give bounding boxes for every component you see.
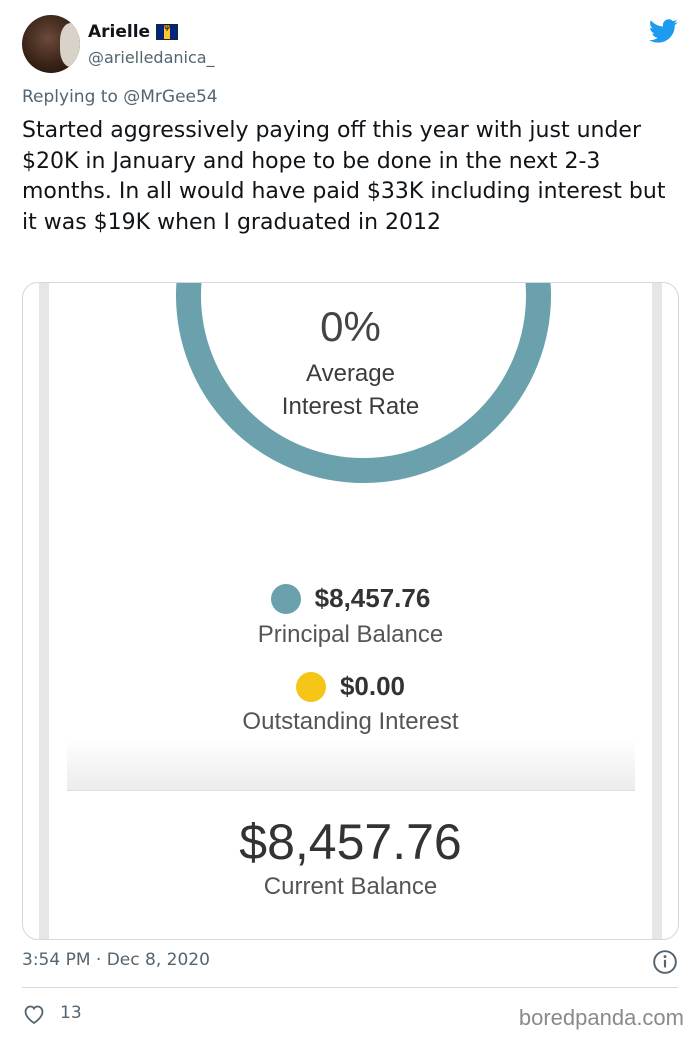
like-count[interactable]: 13: [60, 1003, 82, 1023]
image-left-edge: [39, 283, 49, 939]
interest-amount: $0.00: [339, 671, 406, 701]
divider-band: [67, 738, 635, 791]
principal-dot-icon: [270, 583, 301, 614]
author-display-name[interactable]: Arielle: [88, 22, 151, 42]
author-avatar[interactable]: [22, 15, 80, 73]
principal-row: $8,457.76: [23, 583, 678, 614]
interest-rate-value: 0%: [320, 303, 381, 350]
barbados-flag-icon: [156, 22, 179, 40]
heart-icon[interactable]: [22, 1003, 46, 1025]
image-right-edge: [652, 283, 662, 939]
tweet-text: Started aggressively paying off this yea…: [22, 118, 666, 235]
interest-rate-label-line1: Average: [306, 360, 395, 387]
watermark: boredpanda.com: [518, 1005, 684, 1030]
interest-label: Outstanding Interest: [242, 708, 459, 735]
interest-row: $0.00: [23, 671, 678, 702]
tweet-timestamp[interactable]: 3:54 PM · Dec 8, 2020: [22, 950, 210, 970]
author-handle[interactable]: @arielledanica_: [88, 48, 215, 67]
current-balance-amount: $8,457.76: [239, 814, 462, 870]
info-icon[interactable]: [652, 949, 678, 975]
attached-image[interactable]: 0% Average Interest Rate $8,457.76 Princ…: [22, 282, 679, 940]
divider-line: [22, 987, 678, 988]
replying-to[interactable]: Replying to @MrGee54: [22, 87, 218, 107]
principal-label: Principal Balance: [257, 621, 444, 648]
interest-rate-label-line2: Interest Rate: [281, 393, 420, 420]
current-balance-label: Current Balance: [263, 873, 438, 900]
interest-dot-icon: [295, 671, 326, 702]
principal-amount: $8,457.76: [314, 583, 431, 613]
author-name-row: Arielle: [88, 22, 179, 42]
twitter-bird-icon[interactable]: [648, 16, 678, 46]
